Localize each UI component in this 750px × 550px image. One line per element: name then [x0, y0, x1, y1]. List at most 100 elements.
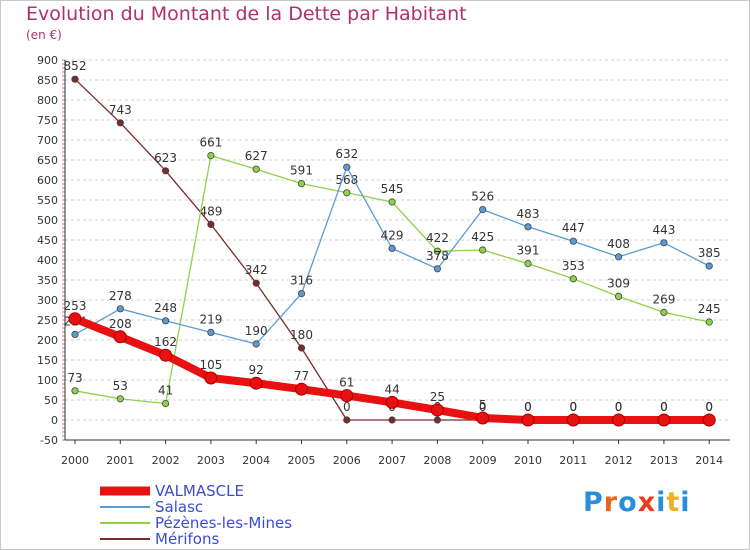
- data-label-m-rifons: 0: [524, 400, 532, 414]
- data-point-valmascle: [295, 382, 308, 396]
- data-label-p-z-nes-les-mines: 545: [381, 182, 404, 196]
- y-tick-label: 500: [37, 214, 58, 227]
- data-label-salasc: 632: [335, 147, 358, 161]
- y-tick-label: 550: [37, 194, 58, 207]
- y-tick-label: 700: [37, 134, 58, 147]
- data-point-p-z-nes-les-mines: [388, 198, 396, 206]
- data-point-valmascle: [657, 413, 671, 427]
- data-label-salasc: 408: [607, 237, 630, 251]
- x-tick-label: 2008: [423, 454, 451, 467]
- data-point-valmascle: [521, 413, 535, 427]
- logo-letter: t: [666, 487, 681, 518]
- y-tick-label: 350: [37, 274, 58, 287]
- data-label-m-rifons: 743: [109, 103, 132, 117]
- x-tick-label: 2000: [61, 454, 89, 467]
- y-tick-label: 800: [37, 94, 58, 107]
- x-tick-label: 2010: [514, 454, 542, 467]
- data-label-m-rifons: 0: [615, 400, 623, 414]
- data-label-p-z-nes-les-mines: 353: [562, 259, 585, 273]
- logo-letter: r: [603, 487, 619, 518]
- data-label-p-z-nes-les-mines: 661: [199, 136, 222, 150]
- data-point-valmascle: [68, 312, 82, 326]
- data-point-salasc: [252, 340, 260, 348]
- y-tick-label: 400: [37, 254, 58, 267]
- y-tick-label: 600: [37, 174, 58, 187]
- data-point-m-rifons: [252, 279, 260, 287]
- data-point-salasc: [343, 163, 351, 171]
- data-point-m-rifons: [116, 119, 124, 127]
- data-point-m-rifons: [71, 75, 79, 83]
- legend-label-salasc: Salasc: [155, 498, 204, 516]
- data-label-valmascle: 0: [705, 400, 713, 414]
- data-point-p-z-nes-les-mines: [116, 395, 124, 403]
- data-point-m-rifons: [343, 416, 351, 424]
- chart-title: Evolution du Montant de la Dette par Hab…: [26, 3, 467, 25]
- data-label-salasc: 248: [154, 301, 177, 315]
- y-tick-label: 850: [37, 74, 58, 87]
- data-label-valmascle: 162: [154, 335, 177, 349]
- data-point-valmascle: [476, 411, 490, 425]
- data-label-salasc: 190: [245, 324, 268, 338]
- data-label-valmascle: 0: [524, 400, 532, 414]
- data-point-valmascle: [340, 389, 354, 403]
- data-point-p-z-nes-les-mines: [614, 292, 623, 300]
- data-point-p-z-nes-les-mines: [162, 399, 170, 408]
- data-label-p-z-nes-les-mines: 73: [67, 371, 82, 385]
- x-tick-label: 2006: [333, 454, 361, 467]
- data-point-valmascle: [566, 413, 580, 427]
- data-point-p-z-nes-les-mines: [524, 259, 532, 268]
- data-point-p-z-nes-les-mines: [479, 246, 487, 254]
- data-point-salasc: [388, 244, 396, 252]
- data-point-p-z-nes-les-mines: [297, 180, 306, 188]
- y-tick-label: 200: [37, 334, 58, 347]
- data-label-salasc: 385: [698, 246, 721, 260]
- legend-label-m-rifons: Mérifons: [155, 530, 220, 548]
- y-tick-label: 250: [37, 314, 58, 327]
- y-tick-label: 150: [37, 354, 58, 367]
- data-point-valmascle: [249, 376, 263, 390]
- data-point-salasc: [71, 330, 79, 338]
- data-point-salasc: [660, 239, 668, 247]
- y-tick-label: 0: [51, 414, 58, 427]
- data-label-m-rifons: 180: [290, 328, 313, 342]
- x-tick-label: 2007: [378, 454, 406, 467]
- data-label-valmascle: 5: [479, 398, 487, 412]
- x-tick-label: 2001: [106, 454, 134, 467]
- x-tick-label: 2003: [197, 454, 225, 467]
- data-label-valmascle: 0: [660, 400, 668, 414]
- data-point-p-z-nes-les-mines: [660, 308, 668, 316]
- y-tick-label: -50: [40, 434, 58, 447]
- data-label-p-z-nes-les-mines: 53: [113, 379, 128, 393]
- data-label-salasc: 378: [426, 249, 449, 263]
- data-label-valmascle: 253: [64, 299, 87, 313]
- logo-letter: i: [680, 487, 691, 518]
- data-label-salasc: 526: [471, 190, 494, 204]
- data-label-valmascle: 105: [199, 358, 222, 372]
- logo-letter: o: [618, 487, 638, 518]
- data-label-p-z-nes-les-mines: 568: [335, 173, 358, 187]
- data-point-salasc: [614, 253, 623, 261]
- data-label-p-z-nes-les-mines: 627: [245, 149, 268, 163]
- data-point-valmascle: [385, 395, 399, 409]
- data-label-m-rifons: 342: [245, 263, 268, 277]
- legend-label-valmascle: VALMASCLE: [155, 482, 244, 500]
- data-label-p-z-nes-les-mines: 269: [652, 292, 675, 306]
- data-label-m-rifons: 0: [479, 400, 487, 414]
- legend-label-p-z-nes-les-mines: Pézènes-les-Mines: [155, 514, 293, 532]
- data-point-p-z-nes-les-mines: [705, 318, 713, 326]
- data-label-p-z-nes-les-mines: 591: [290, 164, 313, 178]
- data-point-p-z-nes-les-mines: [569, 275, 577, 283]
- data-label-salasc: 278: [109, 289, 132, 303]
- data-point-salasc: [705, 262, 713, 270]
- data-label-p-z-nes-les-mines: 391: [517, 244, 540, 258]
- data-point-salasc: [207, 328, 215, 336]
- data-label-p-z-nes-les-mines: 245: [698, 302, 721, 316]
- data-point-p-z-nes-les-mines: [207, 152, 215, 160]
- data-label-m-rifons: 852: [64, 59, 87, 73]
- data-label-valmascle: 77: [294, 369, 309, 383]
- data-point-m-rifons: [162, 167, 170, 175]
- data-label-valmascle: 0: [569, 400, 577, 414]
- y-tick-label: 900: [37, 54, 58, 67]
- data-label-salasc: 447: [562, 221, 585, 235]
